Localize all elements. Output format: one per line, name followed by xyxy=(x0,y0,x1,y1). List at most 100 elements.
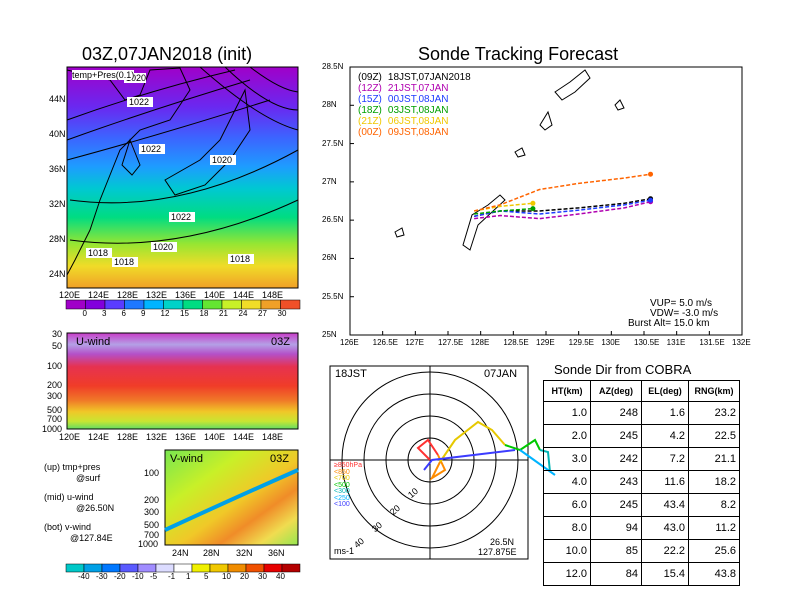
note-mid: (mid) u-wind xyxy=(44,492,94,502)
legend-time: 00JST,08JAN xyxy=(387,94,449,105)
colorbar-label: -20 xyxy=(114,572,126,581)
note-mid-sub: @26.50N xyxy=(76,503,115,513)
legend-code: (12Z) xyxy=(358,83,382,94)
legend-code: (18Z) xyxy=(358,105,382,116)
p-label: 300 xyxy=(144,507,160,517)
table-cell: 6.0 xyxy=(543,493,591,517)
table-row: 10.0 85 22.2 25.6 xyxy=(543,539,740,563)
table-cell: 25.6 xyxy=(688,539,740,563)
p-label: 1000 xyxy=(138,539,159,549)
island-outline xyxy=(614,99,625,111)
colorbar-label: 5 xyxy=(204,572,209,581)
table-cell: 11.6 xyxy=(641,470,689,494)
track-series-line xyxy=(474,207,533,215)
colorbar-label: -10 xyxy=(132,572,144,581)
table-cell: 18.2 xyxy=(688,470,740,494)
vwind-time: 03Z xyxy=(270,453,289,465)
colorbar-label: 27 xyxy=(258,309,267,318)
p-label: 700 xyxy=(144,530,160,540)
island-outline xyxy=(539,110,553,131)
table-row: 12.0 84 15.4 43.8 xyxy=(543,562,740,586)
table-cell: 4.2 xyxy=(641,424,689,448)
table-header: RNG(km) xyxy=(688,380,740,402)
colorbar-label: 40 xyxy=(276,572,285,581)
colorbar-label: 12 xyxy=(160,309,170,318)
height-legend-item: <850 xyxy=(334,468,350,476)
track-x-tick-label: 131.5E xyxy=(699,338,725,347)
table-cell: 22.2 xyxy=(641,539,689,563)
table-cell: 21.1 xyxy=(688,447,740,471)
legend-time: 21JST,07JAN xyxy=(387,83,449,94)
table-row: 2.0 245 4.2 22.5 xyxy=(543,424,740,448)
sonde-dir-title: Sonde Dir from COBRA xyxy=(554,362,692,377)
p-label: 500 xyxy=(47,405,63,415)
note-bot-sub: @127.84E xyxy=(70,533,113,543)
sonde-dir-table: HT(km) AZ(deg) EL(deg) RNG(km) 1.0 248 1.6 23.… xyxy=(543,380,740,586)
track-endpoint xyxy=(648,171,654,177)
table-header: AZ(deg) xyxy=(590,380,642,402)
track-y-tick-label: 28N xyxy=(322,100,337,110)
track-endpoint xyxy=(530,200,536,206)
table-cell: 1.0 xyxy=(543,401,591,425)
lon-label: 132E xyxy=(146,290,168,300)
right-title: Sonde Tracking Forecast xyxy=(418,44,619,64)
island-outline xyxy=(394,227,405,238)
height-legend-item: <100 xyxy=(334,501,350,508)
legend-entry: (09Z) 18JST,07JAN2018 xyxy=(358,72,471,83)
track-x-tick-label: 126E xyxy=(340,338,359,347)
track-series-line xyxy=(473,197,651,218)
param-vup: VUP= 5.0 m/s xyxy=(650,298,712,309)
colorbar-swatch xyxy=(280,299,301,310)
colorbar-label: -40 xyxy=(78,572,90,581)
lon-label: 136E xyxy=(175,432,197,442)
lon-label: 148E xyxy=(262,432,284,442)
height-legend-item: <700 xyxy=(334,475,350,482)
contour-label: 1018 xyxy=(88,248,108,258)
lon-label: 120E xyxy=(59,290,81,300)
table-cell: 23.2 xyxy=(688,401,740,425)
param-value: 15.0 km xyxy=(673,318,710,329)
track-x-tick-label: 131E xyxy=(666,338,686,347)
uwind-field xyxy=(66,332,299,430)
param-vdw: VDW= -3.0 m/s xyxy=(650,308,718,319)
contour-label: 1022 xyxy=(171,212,191,222)
p-label: 300 xyxy=(47,391,63,401)
track-series-line xyxy=(474,201,651,220)
colorbar-label: 18 xyxy=(199,309,209,318)
note-bot: (bot) v-wind xyxy=(44,522,92,532)
track-y-tick-label: 27.5N xyxy=(322,138,344,148)
colorbar-label: 30 xyxy=(258,572,267,581)
param-value: -3.0 m/s xyxy=(681,308,719,319)
table-cell: 8.0 xyxy=(543,516,591,540)
surface-map-label: temp+Pres(0.1) xyxy=(72,70,135,80)
height-legend-item: <250 xyxy=(334,494,350,502)
table-cell: 245 xyxy=(590,424,642,448)
p-label: 500 xyxy=(144,520,160,530)
legend-entry: (21Z) 06JST,08JAN xyxy=(358,116,471,127)
table-row: 4.0 243 11.6 18.2 xyxy=(543,470,740,494)
legend-entry: (12Z) 21JST,07JAN xyxy=(358,83,471,94)
colorbar-label: 9 xyxy=(141,309,146,318)
legend-time: 09JST,08JAN xyxy=(387,127,449,138)
polar-lon: 127.875E xyxy=(478,547,517,557)
uwind-time: 03Z xyxy=(271,336,290,348)
legend-code: (09Z) xyxy=(358,72,382,83)
legend-time: 06JST,08JAN xyxy=(387,116,449,127)
table-cell: 7.2 xyxy=(641,447,689,471)
table-cell: 43.4 xyxy=(641,493,689,517)
track-endpoint xyxy=(530,206,536,212)
table-cell: 8.2 xyxy=(688,493,740,517)
colorbar-label: 3 xyxy=(102,309,107,318)
lat-label: 24N xyxy=(49,269,66,279)
contour-labels: 1020 1022 1022 1020 1022 1020 1018 1018 … xyxy=(86,73,254,267)
lat-label: 32N xyxy=(236,548,253,558)
table-cell: 245 xyxy=(590,493,642,517)
colorbar-label: 0 xyxy=(82,309,87,318)
vwind-negative-band xyxy=(164,468,299,532)
